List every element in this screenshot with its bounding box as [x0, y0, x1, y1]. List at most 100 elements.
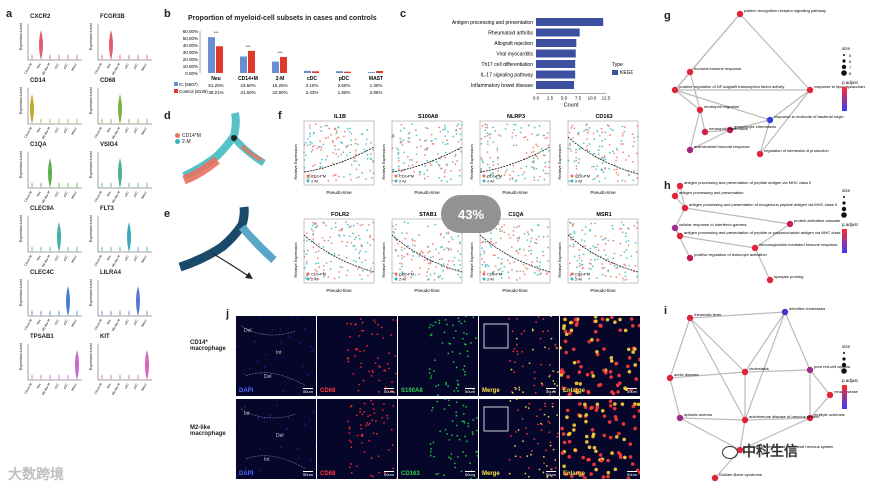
- pseudotime-xlabel: Pseudo-time: [326, 190, 352, 195]
- network-node-label: humoral immune response: [694, 66, 742, 71]
- bar-b-legend-label: IC (6507): [179, 82, 198, 87]
- violin-ylabel: Expression Level: [19, 151, 23, 178]
- pseudotime-gene-title: NLRP3: [507, 114, 525, 120]
- network-node-label: response to molecule of bacterial origin: [774, 114, 844, 119]
- violin-xtick: MAST: [70, 254, 78, 263]
- scale-bar-label: 50um: [464, 388, 475, 394]
- panel-i-letter: i: [664, 305, 668, 317]
- network-node-label: positive regulation of leukocyte activat…: [694, 252, 767, 257]
- panel-c-letter: c: [400, 8, 407, 20]
- bar-b-category: 2-M: [276, 76, 285, 82]
- pseudotime-legend: CD14*M: [575, 272, 590, 277]
- violin-xtick: pDC: [132, 190, 139, 198]
- pseudotime-plot: CD163 Relative Expression Pseudo-time CD14*…: [557, 114, 639, 195]
- violin-shape: [145, 350, 149, 380]
- microscopy-cell: CD163 50um: [398, 398, 479, 480]
- network-node-label: synapse pruning: [774, 274, 803, 279]
- violin-xtick: cDC: [53, 62, 60, 70]
- violin-xtick: MAST: [70, 190, 78, 199]
- panel-g-network: pattern recognition receptor signaling p…: [671, 8, 865, 158]
- violin-xtick: M2-like M: [41, 318, 51, 332]
- violin-xtick: pDC: [62, 62, 69, 70]
- violin-xtick: CD14+M: [93, 126, 103, 139]
- violin-shape: [49, 374, 51, 380]
- violin-xtick: M2-like M: [41, 254, 51, 268]
- bar-b-ic: [208, 37, 215, 73]
- pseudotime-xlabel: Pseudo-time: [590, 190, 616, 195]
- scale-bar-label: 50um: [383, 388, 394, 394]
- bar-b-legend-label: Control (8139): [179, 89, 208, 94]
- violin-xtick: pDC: [62, 318, 69, 326]
- microscopy-channel-label: Merge: [482, 388, 500, 394]
- violin-xtick: Neu: [36, 318, 42, 325]
- kegg-bar: [536, 81, 575, 89]
- violin-shape: [58, 374, 60, 380]
- violin-xtick: pDC: [132, 318, 139, 326]
- tissue-region-label: Int: [264, 457, 270, 463]
- panel-d-legend: CD14*M 2-M: [175, 133, 201, 145]
- pseudotime-legend: 2-M: [399, 277, 406, 282]
- violin-shape: [31, 374, 33, 380]
- microscopy-cell: DAPI 50um Int Del Int: [236, 399, 317, 480]
- scale-bar-label: 50um: [545, 388, 556, 394]
- pseudotime-gene-title: S100A8: [418, 114, 438, 120]
- violin-ylabel: Expression Level: [19, 23, 23, 50]
- violin-xtick: M2-like M: [111, 254, 121, 268]
- pseudotime-ylabel: Relative Expression: [557, 144, 562, 179]
- row-label-cd14-macrophage: CD14* macrophage: [190, 340, 226, 352]
- violin-gene-label: CLEC4C: [30, 270, 55, 276]
- violin-gene-label: TPSAB1: [30, 334, 54, 340]
- violin-xtick: pDC: [132, 62, 139, 70]
- violin-xtick: CD14+M: [23, 382, 33, 395]
- pseudotime-ylabel: Relative Expression: [469, 242, 474, 277]
- violin-ylabel: Expression Level: [19, 343, 23, 370]
- bar-b-control: [280, 56, 287, 73]
- network-node: [726, 126, 734, 134]
- violin-xtick: cDC: [53, 126, 60, 134]
- pseudotime-plot: NLRP3 Relative Expression Pseudo-time CD14*…: [469, 114, 551, 195]
- network-node-label: autoimmune disease of peripheral nervous…: [744, 444, 834, 449]
- microscopy-cell: Enlarge 50um: [558, 314, 642, 397]
- kegg-bar: [536, 60, 576, 68]
- bar-b-sig: ***: [214, 30, 219, 35]
- kegg-bar: [536, 49, 576, 58]
- pseudotime-ylabel: Relative Expression: [381, 144, 386, 179]
- pseudotime-legend: 2-M: [311, 179, 318, 184]
- violin-ylabel: Expression Level: [89, 87, 93, 114]
- network-node-label: protein activation cascade: [794, 218, 841, 223]
- row-label-m2-macrophage: M2-like macrophage: [190, 425, 226, 437]
- pseudotime-legend: CD14*M: [487, 272, 502, 277]
- scale-bar-label: 50um: [383, 471, 394, 477]
- network-node-label: autoimmune disease of nervous system: [749, 414, 820, 419]
- network-node: [826, 391, 834, 399]
- bar-b-category: cDC: [307, 76, 317, 82]
- kegg-bar: [536, 18, 604, 26]
- kegg-xtick: 7.5: [575, 96, 582, 101]
- tissue-region-label: Int: [244, 411, 250, 417]
- network-node: [696, 106, 704, 114]
- network-node: [786, 220, 794, 228]
- violin-shape: [39, 30, 43, 60]
- violin-xtick: MAST: [140, 318, 148, 327]
- pseudotime-gene-title: STAB1: [419, 212, 437, 218]
- violin-xtick: M2-like M: [41, 382, 51, 396]
- bar-b-control: [312, 71, 319, 73]
- kegg-term-label: Th17 cell differentiation: [481, 62, 533, 68]
- pseudotime-legend: 2-M: [487, 277, 494, 282]
- violin-shape: [101, 118, 103, 124]
- violin-xtick: Neu: [106, 382, 112, 389]
- network-node-label: antimicrobial humoral response: [694, 144, 750, 149]
- microscopy-channel-label: DAPI: [239, 388, 254, 394]
- violin-ylabel: Expression Level: [89, 23, 93, 50]
- violin-xtick: CD14+M: [23, 254, 33, 267]
- violin-xtick: M2-like M: [41, 190, 51, 204]
- bar-b-ic: [240, 56, 247, 73]
- microscopy-channel-label: CD163: [401, 471, 420, 477]
- violin-shape: [40, 310, 42, 316]
- microscopy-cell: S100A8 50um: [398, 315, 478, 397]
- pseudotime-ylabel: Relative Expression: [469, 144, 474, 179]
